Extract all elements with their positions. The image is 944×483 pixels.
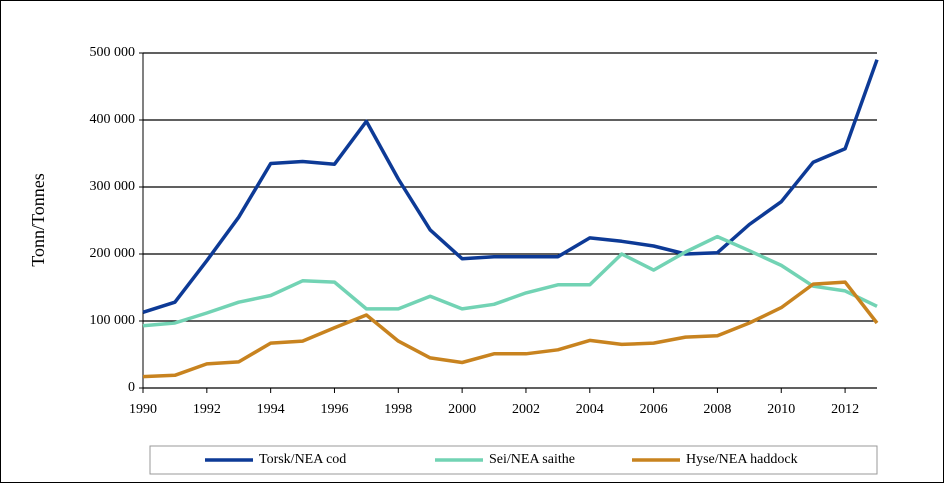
legend-label: Torsk/NEA cod	[259, 452, 346, 467]
y-tick-label: 500 000	[90, 45, 136, 60]
y-tick-label: 300 000	[90, 179, 136, 194]
x-tick-label: 1996	[320, 402, 348, 417]
data-line	[142, 234, 878, 328]
legend-box	[149, 445, 878, 475]
y-tick-label: 400 000	[90, 112, 136, 127]
data-line	[142, 59, 879, 314]
x-tick-label: 2004	[576, 402, 604, 417]
y-tick-label: 200 000	[90, 246, 136, 261]
x-tick-label: 2006	[640, 402, 668, 417]
x-tick-label: 1990	[129, 402, 157, 417]
y-tick-label: 100 000	[90, 313, 136, 328]
x-tick-label: 2002	[512, 402, 540, 417]
y-axis-label: Tonn/Tonnes	[28, 173, 48, 266]
x-tick-label: 2010	[767, 402, 795, 417]
legend-label: Hyse/NEA haddock	[686, 452, 798, 467]
x-tick-label: 2008	[703, 402, 731, 417]
x-tick-label: 1998	[384, 402, 412, 417]
x-tick-label: 1994	[257, 402, 285, 417]
legend-label: Sei/NEA saithe	[489, 452, 575, 467]
y-tick-label: 0	[128, 380, 135, 395]
x-tick-label: 2000	[448, 402, 476, 417]
x-tick-label: 1992	[193, 402, 221, 417]
data-line	[142, 280, 879, 379]
x-tick-label: 2012	[831, 402, 859, 417]
